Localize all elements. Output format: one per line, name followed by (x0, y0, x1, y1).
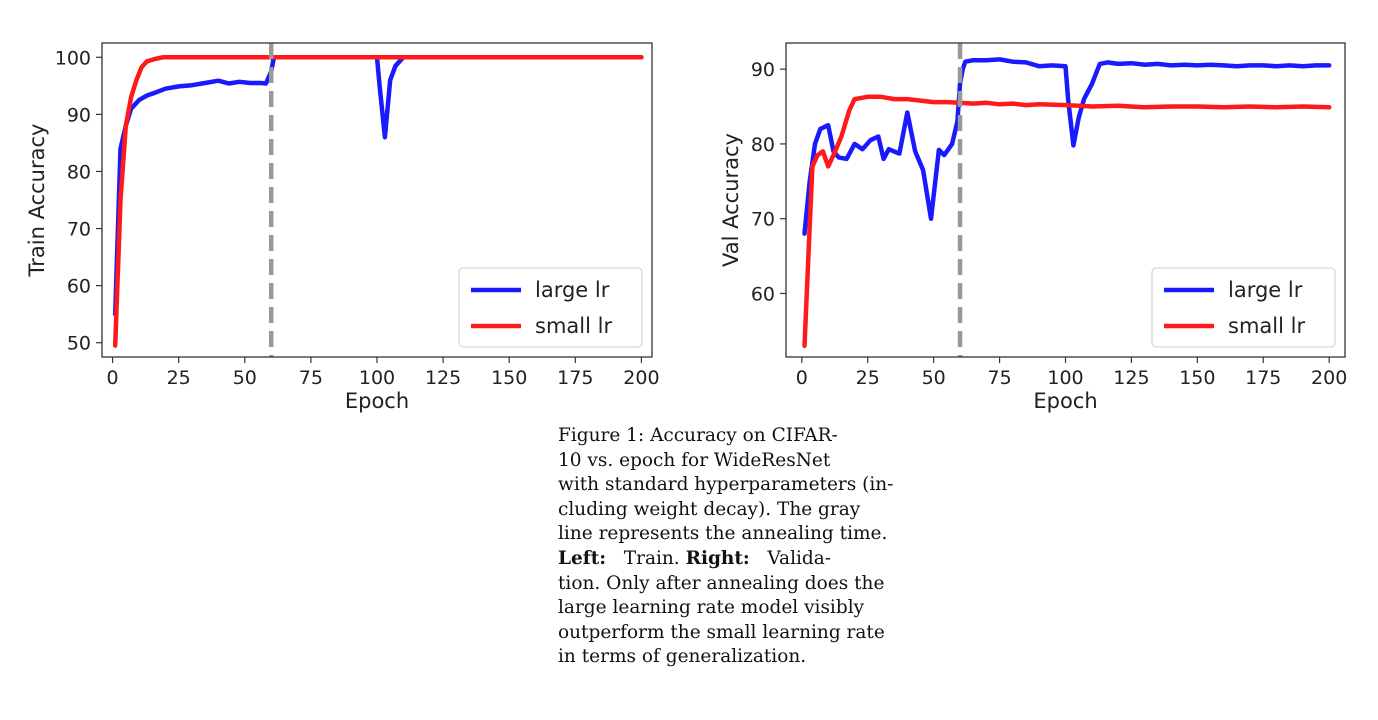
legend-label: large lr (1228, 278, 1303, 302)
x-tick-label: 175 (557, 367, 593, 389)
x-tick-label: 0 (107, 367, 119, 389)
x-tick-label: 125 (1113, 367, 1149, 389)
x-tick-label: 150 (1179, 367, 1215, 389)
caption-line: cluding weight decay). The gray (558, 498, 861, 520)
x-tick-label: 100 (359, 367, 395, 389)
caption-line: Figure 1: Accuracy on CIFAR- (558, 425, 838, 446)
caption-line: Left: Train. Right: Valida- (558, 547, 910, 572)
series-line-large-lr (112, 55, 644, 317)
legend: large lr small lr (458, 267, 643, 348)
x-tick-label: 200 (1311, 367, 1347, 389)
caption-bold-right: Right: (685, 547, 750, 569)
x-tick-label: 25 (167, 367, 191, 389)
x-tick-label: 0 (796, 367, 808, 389)
series-line-large-lr (802, 57, 1332, 236)
legend-label: small lr (535, 314, 612, 338)
y-tick-label: 80 (67, 161, 91, 183)
x-tick-label: 50 (233, 367, 257, 389)
series-line-small-lr (802, 94, 1332, 349)
x-tick-label: 75 (987, 367, 1011, 389)
train-accuracy-chart: 0 25 50 75 100 125 150 175 2005060708090100Epoch… (25, 42, 660, 413)
caption-line: in terms of generalization. (558, 646, 807, 668)
val-accuracy-chart: 0 25 50 75 100 125 150 175 200 60 70 80 90 Epoch Val A… (719, 42, 1347, 413)
y-axis-label: Train Accuracy (25, 124, 49, 278)
x-tick-label: 200 (623, 367, 659, 389)
legend: large lr small lr (1151, 267, 1336, 348)
x-tick-label: 100 (1047, 367, 1083, 389)
figure-caption: Figure 1: Accuracy on CIFAR- 10 vs. epoc… (558, 424, 910, 670)
x-axis-label: Epoch (1033, 389, 1097, 413)
y-tick-label: 50 (67, 333, 91, 355)
caption-bold-left: Left: (558, 547, 607, 569)
x-tick-label: 150 (491, 367, 527, 389)
caption-text: Valida- (749, 547, 832, 569)
y-tick-label: 80 (751, 134, 775, 156)
y-axis-label: Val Accuracy (719, 133, 743, 267)
series-line-small-lr (112, 55, 644, 348)
legend-label: small lr (1228, 314, 1305, 338)
y-tick-label: 60 (67, 276, 91, 298)
y-tick-label: 70 (751, 209, 775, 231)
caption-line: with standard hyperparameters (in- (558, 474, 894, 496)
caption-line: outperform the small learning rate (558, 621, 885, 643)
caption-text: Train. (606, 547, 686, 569)
caption-line: 10 vs. epoch for WideResNet (558, 449, 831, 471)
caption-line: tion. Only after annealing does the (558, 572, 885, 594)
x-tick-label: 175 (1245, 367, 1281, 389)
x-tick-label: 125 (425, 367, 461, 389)
x-axis-label: Epoch (345, 389, 409, 413)
legend-label: large lr (535, 278, 610, 302)
x-tick-label: 50 (922, 367, 946, 389)
figure-charts: 0 25 50 75 100 125 150 175 2005060708090100Epoch… (25, 42, 1347, 413)
x-tick-label: 25 (856, 367, 880, 389)
y-tick-label: 90 (67, 104, 91, 126)
y-tick-label: 70 (67, 219, 91, 241)
y-tick-label: 60 (751, 283, 775, 305)
y-tick-label: 90 (751, 59, 775, 81)
y-tick-label: 100 (55, 47, 91, 69)
caption-line: line represents the annealing time. (558, 523, 888, 545)
caption-line: large learning rate model visibly (558, 597, 865, 619)
x-tick-label: 75 (299, 367, 323, 389)
